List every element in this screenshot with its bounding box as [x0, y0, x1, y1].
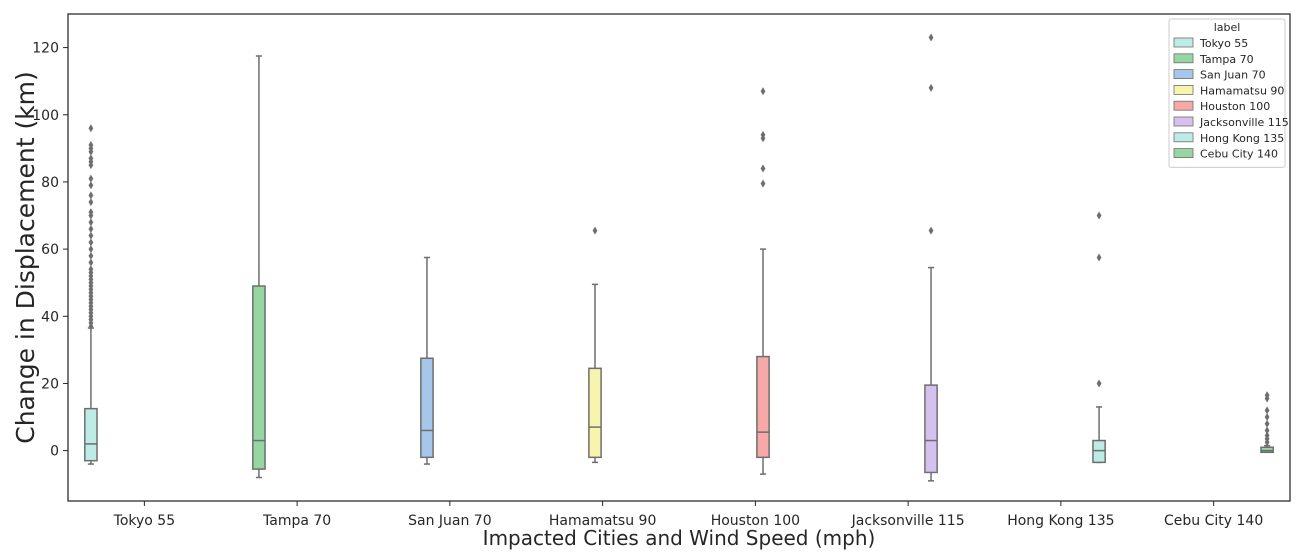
outlier-point: [88, 154, 94, 163]
x-axis-label: Impacted Cities and Wind Speed (mph): [483, 526, 876, 550]
outlier-point: [88, 245, 94, 254]
legend-swatch: [1173, 100, 1194, 111]
legend-entry-label: Tokyo 55: [1199, 37, 1248, 50]
x-tick-label: Houston 100: [711, 513, 800, 529]
outlier-point: [1264, 406, 1270, 415]
outlier-point: [760, 164, 766, 173]
outlier-point: [88, 218, 94, 227]
outlier-point: [1264, 431, 1270, 440]
legend-title: label: [1214, 21, 1241, 34]
outlier-point: [88, 181, 94, 190]
box: [1260, 446, 1274, 454]
legend-swatch: [1173, 85, 1194, 95]
legend-swatch: [1173, 148, 1194, 159]
legend-swatch: [1173, 69, 1194, 79]
x-tick-label: Hamamatsu 90: [549, 513, 656, 529]
y-tick-label: 80: [41, 175, 59, 191]
outlier-point: [88, 258, 94, 267]
x-tick-label: Tokyo 55: [113, 513, 175, 529]
outlier-point: [88, 198, 94, 207]
y-tick-label: 60: [41, 242, 59, 258]
legend-swatch: [1173, 132, 1194, 143]
legend-items: Tokyo 55 Tampa 70 San Juan 70 Hamamatsu 90 H…: [1173, 37, 1289, 161]
outlier-point: [1096, 253, 1102, 262]
legend-entry-label: Cebu City 140: [1200, 148, 1278, 161]
y-tick-label: 100: [32, 108, 59, 124]
legend-box: [1168, 18, 1286, 168]
legend-entry-label: Jacksonville 115: [1199, 116, 1289, 129]
outlier-point: [1264, 419, 1270, 428]
y-tick-label: 120: [32, 41, 59, 57]
box: [588, 367, 602, 459]
outlier-point: [928, 226, 934, 235]
outlier-point: [88, 238, 94, 247]
outlier-point: [88, 140, 94, 149]
outlier-point: [88, 191, 94, 200]
legend-entry-label: Hong Kong 135: [1200, 132, 1284, 145]
box-group: [756, 87, 770, 475]
outlier-point: [88, 265, 94, 274]
legend-entry-label: Houston 100: [1200, 100, 1270, 113]
x-tick-label: Jacksonville 115: [851, 513, 965, 529]
legend-swatch: [1173, 37, 1194, 48]
outlier-point: [760, 130, 766, 139]
y-tick-label: 20: [41, 376, 59, 392]
outlier-point: [1096, 379, 1102, 388]
outlier-point: [1264, 413, 1270, 422]
legend-entry-label: Hamamatsu 90: [1200, 84, 1284, 97]
outlier-point: [1264, 391, 1270, 400]
box: [252, 285, 266, 470]
legend-entry-label: San Juan 70: [1200, 69, 1266, 82]
box-group: [588, 226, 602, 464]
legend: label Tokyo 55 Tampa 70 San Juan 70 Hamamat…: [1168, 18, 1289, 168]
legend-entry-label: Tampa 70: [1199, 53, 1254, 66]
outlier-point: [88, 251, 94, 260]
outlier-point: [928, 33, 934, 42]
outlier-point: [760, 179, 766, 188]
box-group: [1092, 211, 1106, 464]
outlier-point: [88, 224, 94, 233]
outlier-point: [88, 174, 94, 183]
outlier-point: [1264, 426, 1270, 435]
box-group: [252, 55, 266, 479]
box-group: [924, 33, 938, 482]
plot-frame: [67, 13, 1291, 502]
box-group: [84, 124, 98, 465]
box: [1092, 439, 1106, 464]
x-tick-label: Hong Kong 135: [1007, 513, 1114, 529]
x-tick-label: San Juan 70: [408, 513, 492, 529]
y-tick-label: 40: [41, 309, 59, 325]
y-tick-label: 0: [50, 444, 59, 460]
box-group: [1260, 391, 1274, 454]
outlier-point: [592, 226, 598, 235]
plot-content: [84, 33, 1274, 482]
axes: 0 20 40 60 80 100 120 Tokyo 55 Tampa 70 San Juan …: [32, 41, 1263, 529]
outlier-point: [760, 87, 766, 96]
outlier-point: [88, 208, 94, 217]
box: [756, 355, 770, 459]
box: [84, 407, 98, 462]
outlier-point: [88, 124, 94, 133]
box: [420, 357, 434, 459]
outlier-point: [88, 231, 94, 240]
box-group: [420, 256, 434, 465]
legend-swatch: [1173, 53, 1194, 64]
y-axis-label: Change in Displacement (km): [11, 71, 40, 444]
outlier-point: [1096, 211, 1102, 220]
x-tick-label: Cebu City 140: [1164, 513, 1263, 529]
outlier-point: [928, 83, 934, 92]
box: [924, 384, 938, 474]
legend-swatch: [1173, 116, 1194, 127]
x-tick-label: Tampa 70: [262, 513, 331, 529]
